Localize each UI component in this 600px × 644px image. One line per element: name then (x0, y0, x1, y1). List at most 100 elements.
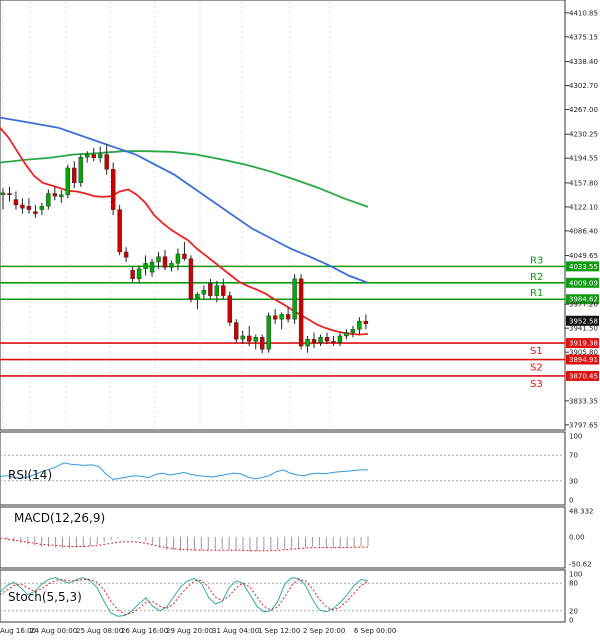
macd-tick-label: 48.332 (569, 508, 594, 516)
rsi-tick-label: 100 (569, 433, 582, 441)
macd-tick-label: -50.62 (569, 561, 592, 569)
candle-body (20, 204, 25, 209)
time-tick-label: 26 Aug 16:00 (121, 627, 168, 635)
ma-mid-line (0, 116, 369, 284)
rsi-tick-label: 30 (569, 477, 578, 485)
candle-body (311, 339, 317, 343)
candle-body (65, 167, 71, 196)
candle-body (97, 154, 103, 159)
level-label-r2: R2 (530, 272, 543, 283)
candle-body (344, 332, 349, 337)
last-price-badge (566, 315, 599, 326)
stoch-tick-label: 20 (569, 607, 578, 615)
candle-body (149, 261, 155, 273)
candle-body (162, 256, 168, 268)
ma-slow-line (0, 150, 369, 208)
ma-fast-line (0, 127, 369, 336)
time-tick-label: 24 Aug 00:00 (30, 627, 77, 635)
price-tick-label: 4157.80 (569, 179, 598, 187)
time-tick-label: 1 Sep 12:00 (258, 627, 300, 635)
stoch-tick-label: 0 (569, 617, 573, 625)
candle-body (46, 193, 51, 207)
candle-body (324, 337, 330, 342)
candle-body (318, 337, 323, 343)
level-badge-label: 3919.38 (569, 340, 598, 348)
price-tick-label: 4122.10 (569, 203, 598, 211)
candle-body (175, 253, 181, 264)
level-label-r3: R3 (530, 255, 543, 266)
price-badges: 4033.55 4009.09 3984.62 3919.38 3894.91 3870.… (566, 261, 599, 381)
stoch-title: Stoch(5,5,3) (8, 590, 82, 604)
level-badge-r1 (566, 294, 599, 305)
stoch-panel-frame (0, 569, 566, 623)
candle-body (305, 339, 310, 347)
time-tick-label: Aug 16:00 (0, 627, 36, 635)
price-panel-frame (0, 0, 566, 431)
candle-body (110, 169, 116, 210)
candle-body (221, 285, 226, 296)
candle-body (195, 294, 200, 300)
candle-body (72, 167, 77, 183)
price-tick-label: 4410.85 (569, 9, 598, 17)
time-tick-label: 2 Sep 20:00 (303, 627, 345, 635)
candle-body (143, 263, 148, 269)
price-axis: 4410.85 4375.15 4338.40 4302.70 4267.00 4230.… (565, 9, 598, 429)
level-badge-r3 (566, 261, 599, 272)
candle-body (39, 206, 45, 210)
candle-body (78, 157, 83, 183)
time-tick-label: 29 Aug 20:00 (166, 627, 213, 635)
price-tick-label: 4086.40 (569, 227, 598, 235)
candle-body (234, 322, 239, 340)
candles (0, 144, 369, 354)
candle-body (59, 194, 64, 198)
stoch-d-line (0, 578, 369, 616)
price-tick-label: 4049.65 (569, 252, 598, 260)
level-label-s2: S2 (530, 363, 543, 374)
last-price-label: 3952.58 (569, 317, 598, 325)
candle-body (240, 335, 245, 340)
grid (2, 1, 331, 429)
rsi-panel-frame (0, 431, 566, 506)
candle-body (136, 268, 142, 280)
macd-panel: 48.332 0.00 -50.62 (0, 508, 594, 569)
candle-body (350, 329, 356, 333)
candle-body (26, 206, 32, 210)
candle-body (130, 269, 135, 280)
candle-body (201, 290, 207, 295)
candle-body (285, 314, 291, 320)
rsi-tick-label: 70 (569, 452, 578, 460)
price-tick-label: 4230.25 (569, 131, 598, 139)
level-badge-label: 3894.91 (569, 356, 598, 364)
candle-body (123, 251, 129, 258)
candle-body (117, 209, 122, 253)
candle-body (272, 315, 278, 320)
price-tick-label: 3833.35 (569, 397, 598, 405)
level-badge-s2 (566, 354, 599, 365)
candle-body (298, 278, 304, 347)
candle-body (357, 320, 362, 330)
rsi-line (0, 462, 368, 481)
candle-body (337, 335, 343, 343)
time-tick-label: 6 Sep 00:00 (354, 627, 396, 635)
candle-body (52, 193, 58, 197)
price-tick-label: 4302.70 (569, 82, 598, 90)
stoch-k-line (0, 577, 369, 617)
candle-body (247, 335, 252, 342)
level-badge-label: 4009.09 (569, 279, 598, 287)
candle-body (104, 154, 109, 170)
candle-body (13, 199, 19, 206)
candle-body (188, 258, 194, 300)
candle-body (182, 253, 187, 259)
price-tick-label: 3905.80 (569, 349, 598, 357)
level-label-s3: S3 (530, 379, 543, 390)
candle-body (253, 337, 258, 342)
candle-body (33, 211, 38, 214)
level-badge-s3 (566, 370, 599, 381)
time-tick-label: 31 Aug 04:00 (212, 627, 259, 635)
candle-body (292, 278, 297, 320)
level-label-r1: R1 (530, 288, 543, 299)
pivot-levels: R3 R2 R1 S1 S2 S3 (0, 255, 565, 390)
